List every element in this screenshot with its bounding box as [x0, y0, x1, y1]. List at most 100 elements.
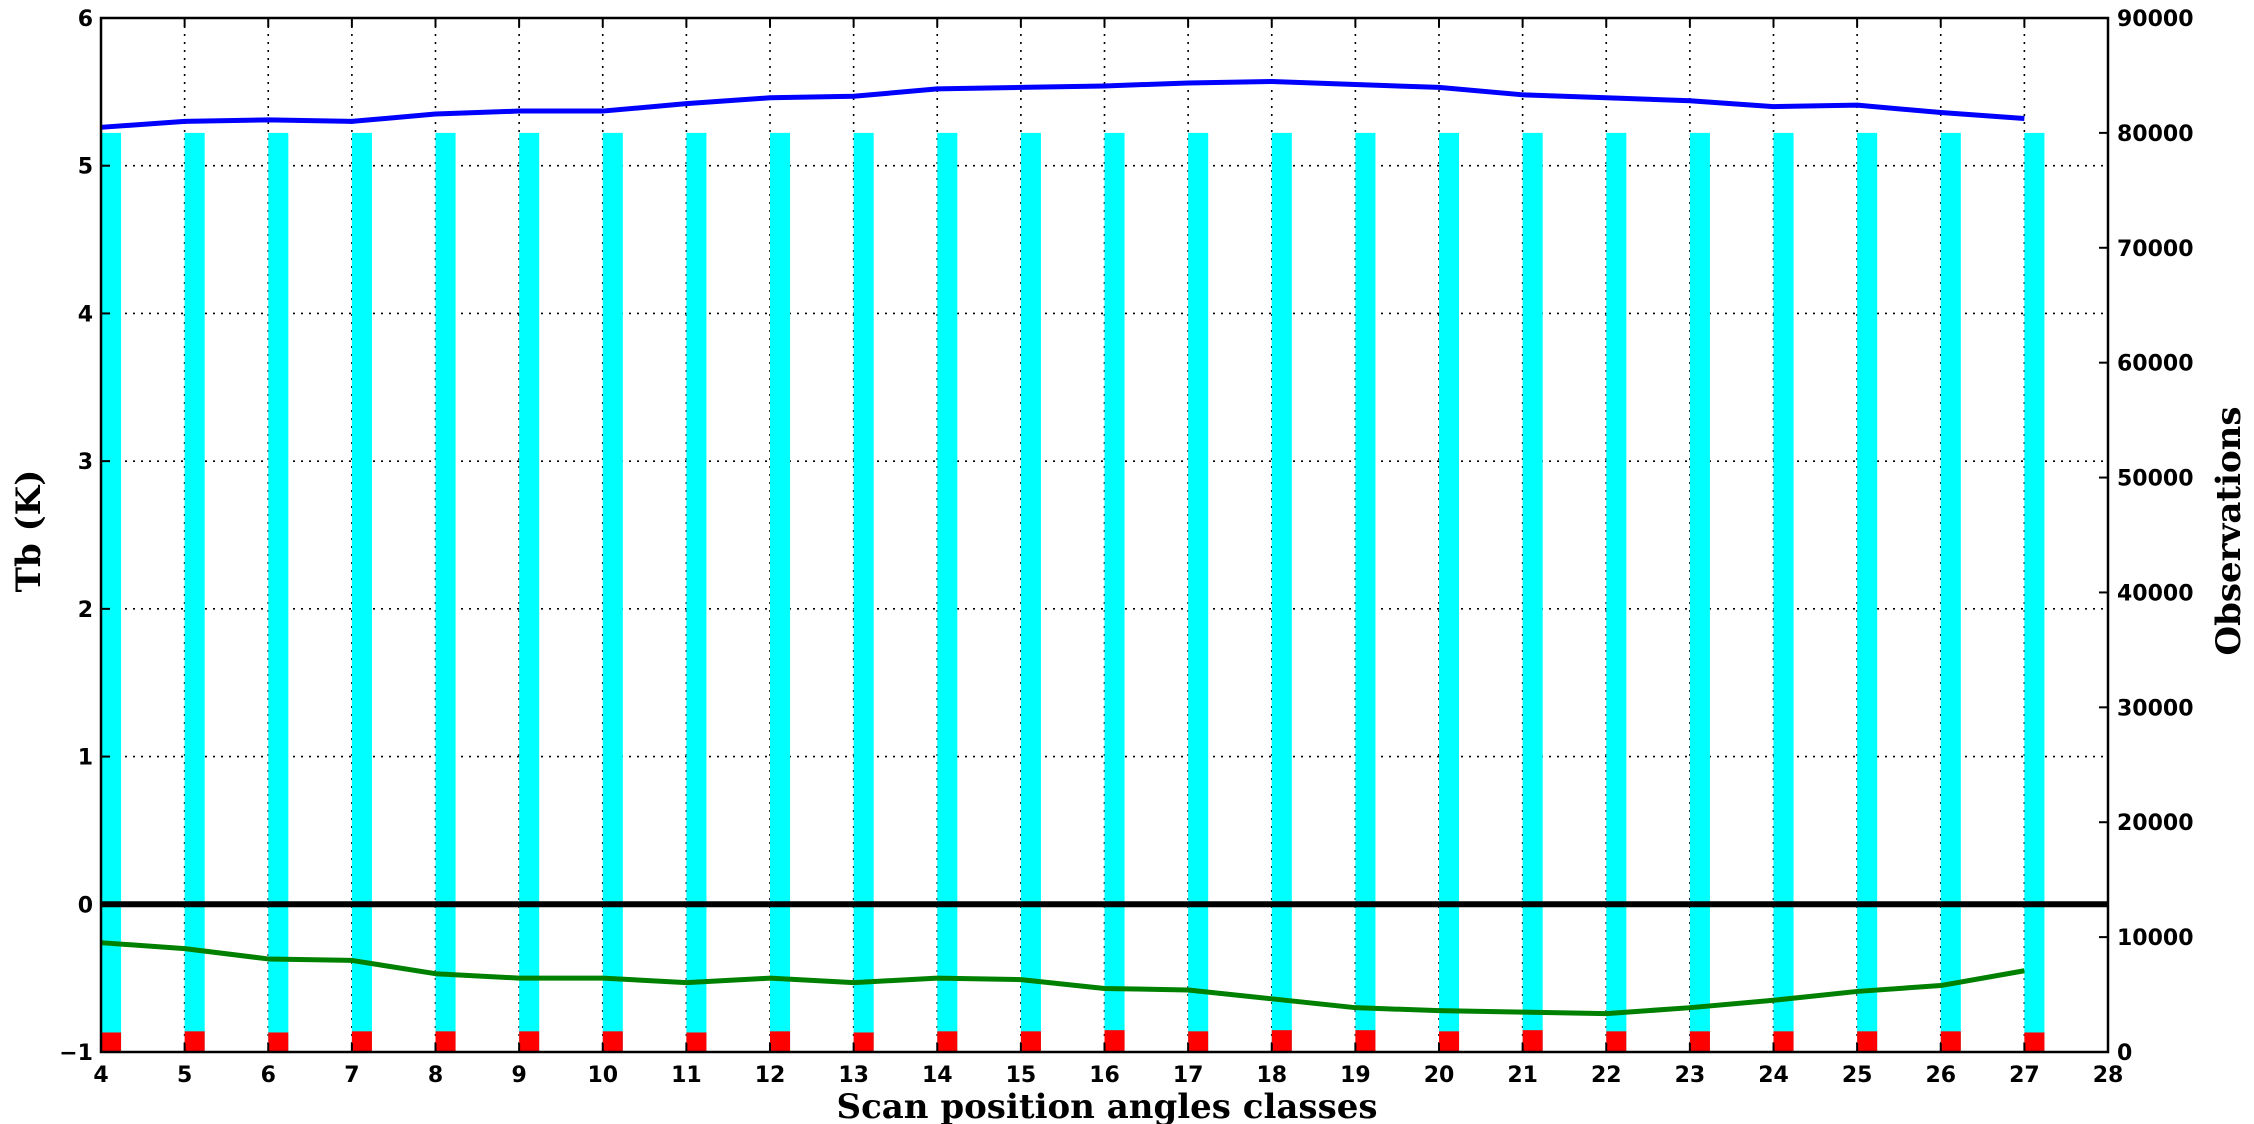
y-axis-title: Tb (K)	[9, 470, 49, 593]
x-tick-label: 24	[1758, 1063, 1789, 1088]
x-tick-label: 26	[1925, 1063, 1956, 1088]
bar	[1104, 132, 1125, 1052]
x-tick-label: 19	[1340, 1063, 1371, 1088]
x-tick-label: 8	[428, 1063, 443, 1088]
y2-tick-label: 60000	[2117, 352, 2194, 377]
bar	[1355, 132, 1376, 1052]
y2-tick-label: 40000	[2117, 581, 2194, 606]
y2-tick-label: 80000	[2117, 122, 2194, 147]
y2-axis-title: Observations	[2209, 406, 2249, 655]
bar	[1940, 1031, 1961, 1052]
x-tick-label: 6	[261, 1063, 276, 1088]
y-tick-label: 0	[78, 893, 93, 918]
x-tick-label: 10	[587, 1063, 618, 1088]
y-tick-label: 1	[78, 746, 93, 771]
x-tick-label: 25	[1842, 1063, 1873, 1088]
x-tick-label: 23	[1675, 1063, 1706, 1088]
bar	[351, 132, 372, 1052]
bar	[602, 1031, 623, 1052]
bar	[1522, 132, 1543, 1052]
x-tick-label: 12	[755, 1063, 786, 1088]
bars	[101, 132, 2045, 1052]
bar	[351, 1031, 372, 1052]
y-tick-label: 5	[78, 155, 93, 180]
bar	[1606, 132, 1627, 1052]
x-tick-label: 16	[1089, 1063, 1120, 1088]
x-tick-label: 22	[1591, 1063, 1622, 1088]
x-tick-label: 14	[922, 1063, 953, 1088]
x-tick-label: 4	[93, 1063, 108, 1088]
bar	[268, 1032, 289, 1052]
bar	[1271, 132, 1292, 1052]
bar	[1439, 132, 1460, 1052]
x-tick-label: 21	[1507, 1063, 1538, 1088]
y-tick-label: 2	[78, 598, 93, 623]
x-tick-label: 13	[838, 1063, 869, 1088]
y2-tick-label: 50000	[2117, 467, 2194, 492]
bar	[101, 1032, 122, 1052]
bar	[268, 132, 289, 1052]
bar	[1689, 1031, 1710, 1052]
bar	[1104, 1030, 1125, 1052]
bar	[1271, 1030, 1292, 1052]
bar	[184, 132, 205, 1052]
bar	[1355, 1030, 1376, 1052]
bar	[184, 1031, 205, 1052]
bar	[519, 1031, 540, 1052]
x-tick-label: 28	[2093, 1063, 2124, 1088]
x-tick-label: 15	[1006, 1063, 1037, 1088]
y-tick-label: 4	[78, 302, 93, 327]
bar	[1857, 1031, 1878, 1052]
bar	[770, 1031, 791, 1052]
x-tick-label: 5	[177, 1063, 192, 1088]
bar	[1020, 132, 1041, 1052]
y-tick-label: 3	[78, 450, 93, 475]
bar	[1188, 1031, 1209, 1052]
y2-tick-label: 20000	[2117, 811, 2194, 836]
bar	[1689, 132, 1710, 1052]
series-line	[100, 940, 2025, 1017]
bar	[1020, 1031, 1041, 1052]
bar	[1857, 132, 1878, 1052]
x-tick-label: 17	[1173, 1063, 1204, 1088]
x-tick-label: 20	[1424, 1063, 1455, 1088]
y-tick-label: 6	[78, 7, 93, 32]
series-line	[100, 79, 2025, 130]
bar	[686, 132, 707, 1052]
ticks: 4 5 6 7 8 9 10 11 12 13 14 15 16 17 18 19 20 21 22 23 24 25 26…	[59, 7, 2193, 1088]
bar	[101, 132, 122, 1052]
bar	[1773, 132, 1794, 1052]
bar	[937, 1031, 958, 1052]
bar	[1522, 1030, 1543, 1052]
bar	[853, 132, 874, 1052]
x-tick-label: 11	[671, 1063, 702, 1088]
y2-tick-label: 30000	[2117, 696, 2194, 721]
x-tick-label: 9	[511, 1063, 526, 1088]
bar	[853, 1032, 874, 1052]
y2-tick-label: 0	[2117, 1041, 2132, 1066]
y2-tick-label: 90000	[2117, 7, 2194, 32]
bar	[435, 132, 456, 1052]
x-tick-label: 18	[1256, 1063, 1287, 1088]
bar	[602, 132, 623, 1052]
bar	[1439, 1031, 1460, 1052]
bar	[1940, 132, 1961, 1052]
lines	[100, 79, 2025, 1017]
y2-tick-label: 70000	[2117, 237, 2194, 262]
bar	[435, 1031, 456, 1052]
bar	[2024, 132, 2045, 1052]
x-axis-title: Scan position angles classes	[837, 1087, 1378, 1124]
x-tick-label: 7	[344, 1063, 359, 1088]
bar	[1188, 132, 1209, 1052]
bar	[686, 1032, 707, 1052]
bar	[1606, 1031, 1627, 1052]
bar	[2024, 1032, 2045, 1052]
y-tick-label: −1	[59, 1041, 93, 1066]
bar	[1773, 1031, 1794, 1052]
bar	[937, 132, 958, 1052]
bar	[770, 132, 791, 1052]
bar	[519, 132, 540, 1052]
x-tick-label: 27	[2009, 1063, 2040, 1088]
